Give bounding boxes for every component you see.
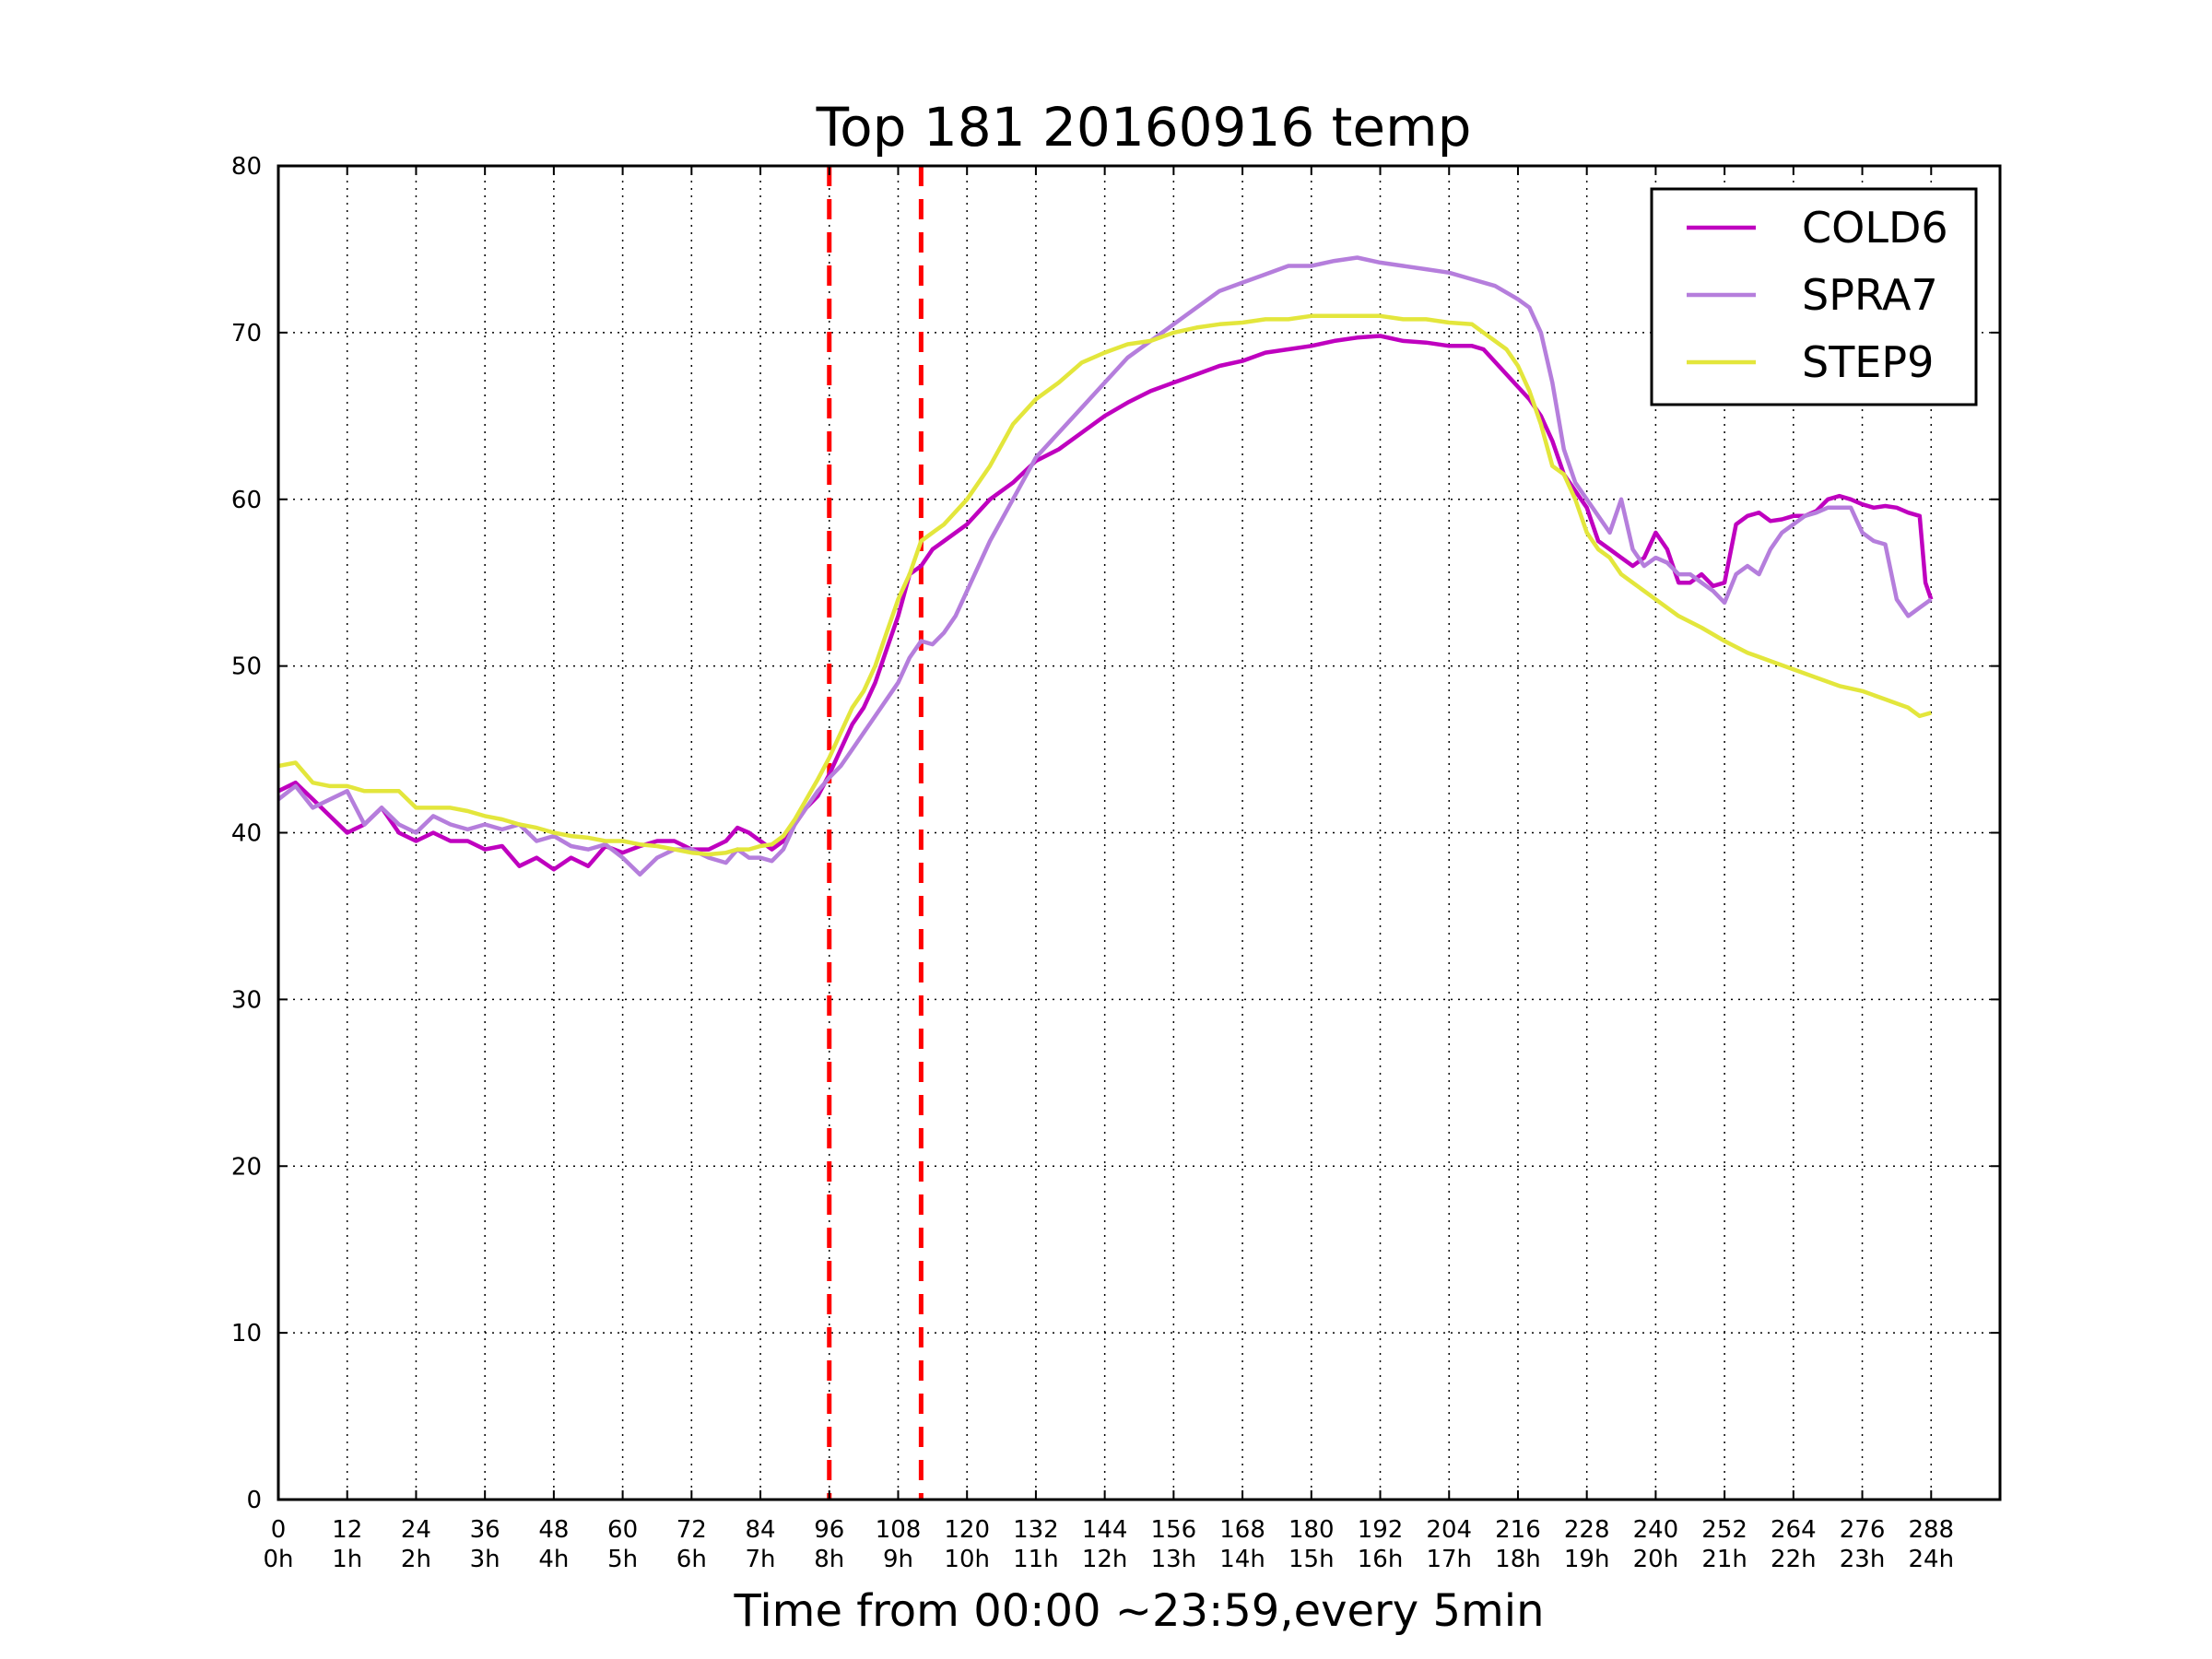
legend-label-step9: STEP9 [1802,337,1934,387]
x-tick-label-hour: 1h [332,1546,362,1573]
x-tick-label-hour: 17h [1426,1546,1472,1573]
x-tick-label: 144 [1082,1516,1128,1544]
series-line-step9 [277,313,1932,857]
series-line-cold6 [277,334,1934,872]
x-tick-label: 204 [1426,1516,1472,1544]
x-tick-label-hour: 0h [263,1546,293,1573]
x-tick-label-hour: 4h [538,1546,569,1573]
x-tick-label: 240 [1633,1516,1679,1544]
x-tick-label: 108 [876,1516,922,1544]
x-tick-label: 96 [814,1516,844,1544]
x-tick-label-hour: 6h [677,1546,707,1573]
legend: COLD6 SPRA7 STEP9 [1650,187,1978,406]
x-tick-label-hour: 12h [1082,1546,1128,1573]
y-tick-label: 0 [246,1487,262,1514]
x-tick-label-hour: 10h [944,1546,990,1573]
x-tick-label: 12 [332,1516,362,1544]
x-tick-label-hour: 18h [1495,1546,1541,1573]
x-tick-label-hour: 15h [1288,1546,1335,1573]
x-tick-label: 0 [271,1516,287,1544]
x-tick-label: 288 [1908,1516,1954,1544]
x-tick-label-hour: 22h [1771,1546,1817,1573]
x-tick-label: 216 [1495,1516,1541,1544]
x-tick-label-hour: 9h [883,1546,913,1573]
x-tick-label: 264 [1771,1516,1817,1544]
x-tick-label-hour: 2h [401,1546,431,1573]
series-lines [276,255,1934,877]
x-tick-label-hour: 8h [814,1546,844,1573]
x-tick-label: 192 [1358,1516,1404,1544]
x-tick-label-hour: 11h [1013,1546,1059,1573]
x-tick-label: 168 [1219,1516,1265,1544]
x-tick-label-hour: 7h [746,1546,776,1573]
y-tick-label: 40 [231,820,262,848]
x-tick-label: 24 [401,1516,431,1544]
chart-title: Top 181 20160916 temp [816,96,1472,159]
x-tick-label: 180 [1288,1516,1335,1544]
x-axis-label: Time from 00:00 ~23:59,every 5min [734,1585,1545,1637]
reference-lines [827,166,924,1500]
x-tick-label: 72 [677,1516,707,1544]
x-tick-label-hour: 21h [1701,1546,1747,1573]
y-tick-label: 20 [231,1153,262,1181]
y-tick-label: 70 [231,320,262,347]
legend-label-cold6: COLD6 [1802,203,1948,253]
y-tick-label: 80 [231,153,262,181]
series-line-spra7 [276,255,1933,877]
x-tick-label: 84 [745,1516,775,1544]
x-tick-label-hour: 5h [607,1546,638,1573]
x-tick-label: 276 [1840,1516,1886,1544]
y-tick-label: 50 [231,653,262,681]
x-tick-label: 156 [1151,1516,1197,1544]
x-tick-label: 60 [607,1516,638,1544]
y-tick-label: 30 [231,986,262,1014]
legend-label-spra7: SPRA7 [1802,270,1938,320]
x-tick-label: 228 [1564,1516,1610,1544]
x-tick-label-hour: 23h [1840,1546,1886,1573]
x-tick-label: 132 [1013,1516,1059,1544]
x-tick-label-hour: 14h [1219,1546,1265,1573]
x-tick-label-hour: 3h [470,1546,500,1573]
x-tick-label-hour: 13h [1151,1546,1197,1573]
x-tick-label: 120 [944,1516,990,1544]
y-tick-label: 60 [231,487,262,514]
y-tick-label: 10 [231,1320,262,1347]
x-tick-label-hour: 24h [1908,1546,1954,1573]
x-tick-label: 48 [538,1516,569,1544]
x-tick-label-hour: 19h [1564,1546,1610,1573]
x-tick-label-hour: 16h [1358,1546,1404,1573]
x-tick-label: 36 [470,1516,500,1544]
x-tick-label: 252 [1701,1516,1747,1544]
axis-ticks: 00h121h242h363h484h605h726h847h968h1089h… [231,153,2000,1573]
x-tick-label-hour: 20h [1633,1546,1679,1573]
